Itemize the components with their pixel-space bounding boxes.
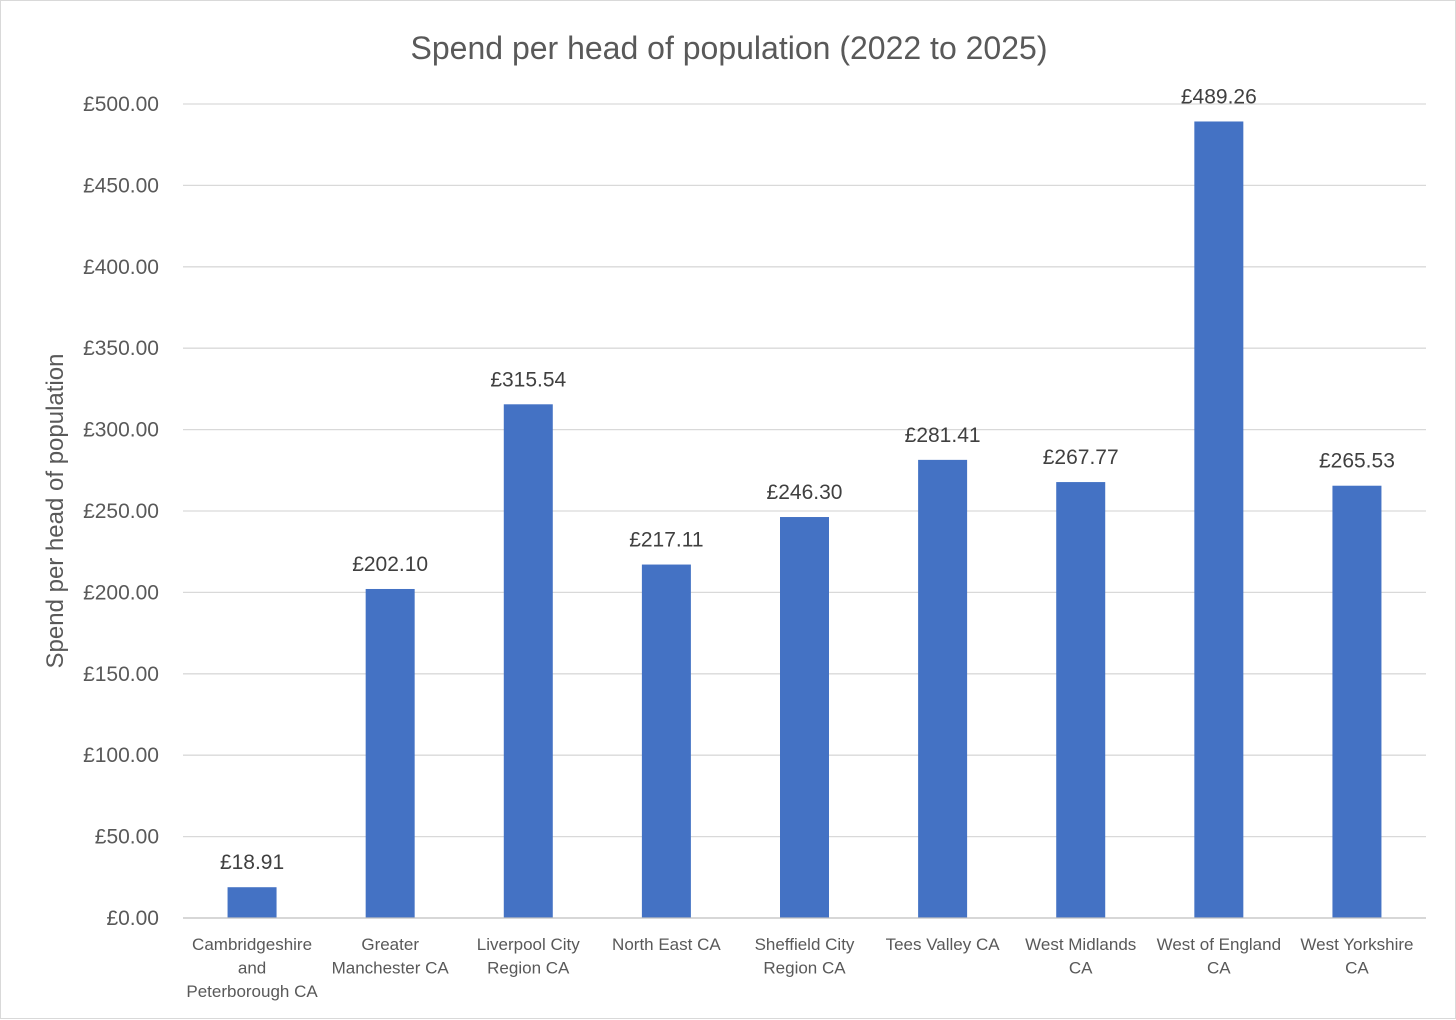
data-labels: £18.91 £202.10 £315.54 £217.11 £246.30 £281.4… (220, 85, 1395, 874)
bar (365, 588, 415, 918)
data-label: £281.41 (905, 424, 981, 447)
y-axis-ticks: £0.00 £50.00 £100.00 £150.00 £200.00 £250.00 £… (83, 93, 159, 930)
data-label: £315.54 (490, 368, 566, 391)
data-label: £265.53 (1319, 450, 1395, 473)
data-label: £217.11 (629, 529, 703, 552)
x-category-label: CA (1345, 959, 1369, 978)
bars (227, 121, 1382, 918)
y-tick-label: £100.00 (83, 744, 159, 767)
y-tick-label: £300.00 (83, 419, 159, 442)
x-category-label: Liverpool City (477, 935, 580, 954)
x-category-label: and (238, 959, 266, 978)
data-label: £202.10 (352, 553, 428, 576)
x-category-label: Tees Valley CA (886, 935, 1001, 954)
x-category-label: Manchester CA (332, 959, 450, 978)
bar (641, 564, 691, 918)
x-category-label: West Midlands (1025, 935, 1136, 954)
data-label: £246.30 (767, 481, 843, 504)
y-tick-label: £400.00 (83, 256, 159, 279)
bar (1056, 482, 1106, 918)
x-category-label: North East CA (612, 935, 721, 954)
data-label: £267.77 (1043, 446, 1119, 469)
y-tick-label: £200.00 (83, 581, 159, 604)
x-category-label: West Yorkshire (1300, 935, 1413, 954)
x-category-label: CA (1069, 959, 1093, 978)
bar (918, 459, 968, 918)
y-axis-label: Spend per head of population (42, 354, 69, 669)
bar (1194, 121, 1244, 918)
x-category-label: Sheffield City (755, 935, 855, 954)
bar (780, 517, 829, 918)
y-tick-label: £450.00 (83, 174, 159, 197)
bar (1332, 485, 1382, 918)
data-label: £18.91 (220, 851, 284, 874)
x-category-label: Peterborough CA (186, 982, 318, 1001)
y-tick-label: £150.00 (83, 663, 159, 686)
x-category-label: CA (1207, 959, 1231, 978)
x-category-label: Region CA (487, 959, 570, 978)
x-category-label: Greater (361, 935, 419, 954)
bar (227, 887, 277, 918)
y-tick-label: £250.00 (83, 500, 159, 523)
y-tick-label: £350.00 (83, 337, 159, 360)
chart-title: Spend per head of population (2022 to 20… (411, 30, 1048, 66)
x-category-label: West of England (1157, 935, 1281, 954)
y-tick-label: £0.00 (106, 907, 159, 930)
x-axis-categories: Cambridgeshire and Peterborough CA Greater M… (186, 935, 1413, 1001)
x-category-label: Cambridgeshire (192, 935, 312, 954)
x-category-label: Region CA (763, 959, 846, 978)
y-tick-label: £50.00 (95, 826, 159, 849)
y-tick-label: £500.00 (83, 93, 159, 116)
data-label: £489.26 (1181, 85, 1257, 108)
bar (503, 404, 553, 918)
